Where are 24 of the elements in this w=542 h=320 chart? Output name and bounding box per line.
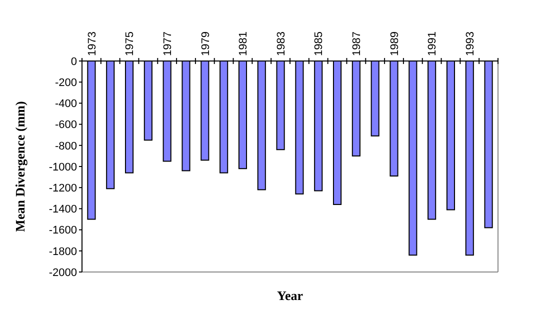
x-axis-title: Year	[277, 288, 304, 303]
y-tick-label: -2000	[48, 266, 77, 279]
x-tick-label: 1973	[86, 32, 98, 56]
y-tick-label: -1400	[48, 204, 77, 216]
y-tick-label: 0	[70, 56, 77, 68]
y-tick-label: -1600	[48, 224, 77, 237]
x-tick-label: 1991	[426, 32, 439, 56]
x-tick-label: 1981	[238, 32, 250, 56]
y-tick-label: -800	[54, 140, 77, 152]
x-tick-label: 1985	[313, 32, 326, 56]
x-tick-label: 1987	[351, 32, 364, 56]
x-tick-label: 1979	[200, 32, 212, 56]
y-tick-label: -1000	[48, 161, 77, 174]
y-tick-label: -1800	[48, 246, 77, 258]
x-tick-label: 1989	[388, 32, 401, 56]
x-tick-label: 1993	[464, 32, 476, 56]
y-tick-label: -1200	[48, 182, 77, 194]
y-axis-title: Mean Divergence (mm)	[12, 101, 28, 232]
y-tick-label: -600	[54, 119, 77, 132]
x-tick-label: 1975	[124, 32, 136, 56]
y-tick-label: -200	[54, 76, 77, 89]
x-tick-label: 1983	[275, 32, 288, 56]
x-tick-label: 1977	[162, 32, 174, 56]
y-tick-label: -400	[54, 98, 77, 110]
